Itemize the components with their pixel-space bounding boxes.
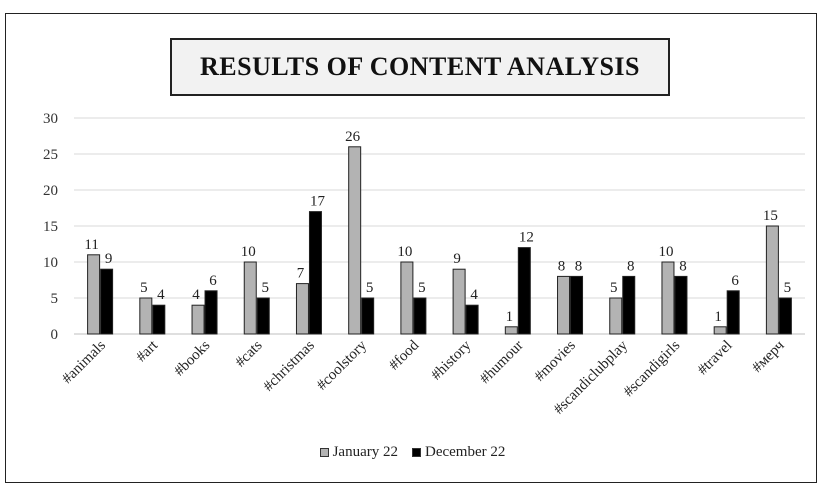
data-label: 5 bbox=[610, 280, 618, 296]
data-label: 5 bbox=[418, 280, 426, 296]
y-tick-label: 15 bbox=[43, 219, 58, 235]
data-label: 6 bbox=[731, 273, 739, 289]
bar bbox=[713, 326, 727, 335]
bar bbox=[361, 297, 375, 335]
bar bbox=[256, 297, 270, 335]
bar bbox=[570, 275, 584, 335]
data-label: 1 bbox=[506, 309, 514, 325]
category-label: #movies bbox=[532, 337, 579, 384]
bar bbox=[609, 297, 623, 335]
bar bbox=[348, 146, 362, 335]
data-label: 15 bbox=[763, 208, 778, 224]
y-tick-label: 5 bbox=[51, 291, 59, 307]
legend-item-december: December 22 bbox=[412, 444, 505, 461]
bar bbox=[191, 304, 205, 335]
y-tick-label: 30 bbox=[43, 111, 58, 127]
category-label: #travel bbox=[695, 338, 736, 379]
bar bbox=[778, 297, 792, 335]
category-label: #books bbox=[171, 337, 213, 379]
bar bbox=[87, 254, 101, 335]
data-label: 4 bbox=[192, 287, 200, 303]
data-label: 10 bbox=[658, 244, 673, 260]
category-label: #humour bbox=[477, 338, 527, 388]
data-label: 26 bbox=[345, 129, 361, 145]
data-label: 8 bbox=[575, 258, 583, 274]
bar bbox=[295, 283, 309, 335]
data-label: 12 bbox=[519, 230, 534, 246]
data-label: 5 bbox=[366, 280, 374, 296]
legend-item-january: January 22 bbox=[319, 444, 398, 461]
y-tick-label: 20 bbox=[43, 183, 58, 199]
category-label: #coolstory bbox=[314, 337, 370, 393]
bar bbox=[308, 211, 322, 335]
category-label: #мерч bbox=[749, 337, 788, 376]
data-label: 9 bbox=[453, 251, 461, 267]
data-label: 10 bbox=[241, 244, 256, 260]
bar bbox=[465, 304, 479, 335]
data-label: 4 bbox=[157, 287, 165, 303]
data-label: 1 bbox=[714, 309, 722, 325]
legend-label-december: December 22 bbox=[425, 444, 506, 460]
bar bbox=[661, 261, 675, 335]
data-label: 9 bbox=[105, 251, 113, 267]
data-label: 11 bbox=[84, 237, 98, 253]
bar bbox=[517, 247, 531, 335]
data-label: 4 bbox=[470, 287, 478, 303]
data-label: 6 bbox=[209, 273, 217, 289]
y-tick-label: 25 bbox=[43, 147, 58, 163]
category-label: #christmas bbox=[261, 337, 318, 394]
data-label: 17 bbox=[310, 194, 326, 210]
data-label: 8 bbox=[679, 258, 687, 274]
bar bbox=[504, 326, 518, 335]
category-label: #art bbox=[133, 337, 161, 365]
bar bbox=[100, 268, 114, 335]
bar bbox=[674, 275, 688, 335]
y-tick-label: 10 bbox=[43, 255, 58, 271]
bar bbox=[152, 304, 166, 335]
category-label: #history bbox=[428, 337, 474, 383]
data-label: 5 bbox=[784, 280, 792, 296]
bar bbox=[557, 275, 571, 335]
legend: January 22 December 22 bbox=[0, 444, 825, 461]
chart-title: RESULTS OF CONTENT ANALYSIS bbox=[199, 52, 641, 81]
legend-label-january: January 22 bbox=[332, 444, 398, 460]
data-label: 8 bbox=[627, 258, 635, 274]
bar bbox=[204, 290, 218, 335]
bar bbox=[622, 275, 636, 335]
bar bbox=[413, 297, 427, 335]
legend-swatch-december bbox=[412, 448, 421, 457]
category-label: #cats bbox=[232, 337, 265, 370]
data-label: 7 bbox=[297, 266, 305, 282]
y-tick-label: 0 bbox=[51, 327, 59, 343]
chart-title-box: RESULTS OF CONTENT ANALYSIS bbox=[170, 38, 670, 96]
bar bbox=[139, 297, 153, 335]
bar bbox=[726, 290, 740, 335]
data-label: 5 bbox=[262, 280, 270, 296]
bar bbox=[243, 261, 257, 335]
category-label: #food bbox=[386, 337, 422, 373]
data-label: 8 bbox=[558, 258, 566, 274]
data-label: 5 bbox=[140, 280, 148, 296]
data-label: 10 bbox=[397, 244, 412, 260]
bar bbox=[765, 225, 779, 335]
bar bbox=[400, 261, 414, 335]
category-label: #scandigirls bbox=[621, 337, 684, 400]
category-label: #animals bbox=[59, 337, 109, 387]
bar bbox=[452, 268, 466, 335]
legend-swatch-january bbox=[319, 448, 329, 457]
